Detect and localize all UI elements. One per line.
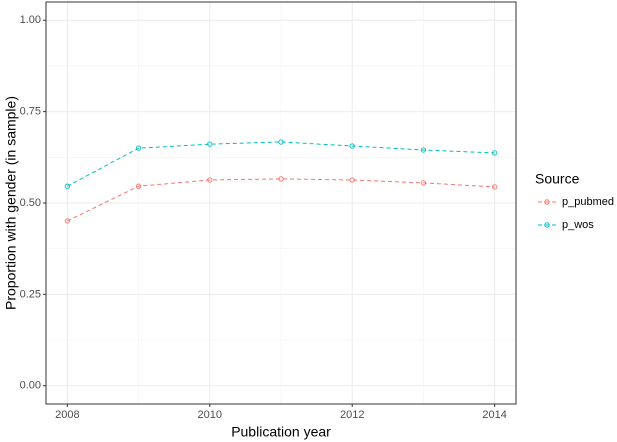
legend-key-point	[544, 222, 550, 228]
point	[64, 218, 71, 224]
point	[349, 143, 355, 149]
point	[420, 180, 427, 186]
y-tick-label: 1.00	[20, 14, 41, 26]
y-tick-label: 0.75	[20, 106, 41, 118]
series-line	[67, 178, 495, 222]
y-tick-label: 0.50	[20, 197, 41, 209]
legend-key-point	[544, 199, 550, 205]
point	[278, 176, 284, 182]
x-tick-label: 2014	[482, 409, 506, 421]
y-tick-label: 0.25	[20, 288, 41, 300]
point	[278, 139, 284, 145]
point	[491, 184, 498, 190]
x-tick-label: 2010	[198, 409, 222, 421]
point	[64, 183, 71, 189]
point	[135, 145, 142, 151]
legend-label: p_wos	[562, 219, 594, 231]
x-tick-label: 2008	[55, 409, 79, 421]
x-tick-label: 2012	[340, 409, 364, 421]
panel-border	[45, 1, 517, 405]
point	[135, 183, 142, 189]
point	[491, 150, 498, 156]
x-axis-title: Publication year	[231, 424, 331, 440]
point	[420, 147, 427, 153]
point	[349, 177, 355, 183]
point	[207, 141, 213, 147]
legend-title: Source	[535, 171, 580, 187]
y-axis-title: Proportion with gender (in sample)	[3, 96, 19, 310]
series-line	[67, 141, 495, 187]
y-tick-label: 0.00	[20, 380, 41, 392]
legend-label: p_pubmed	[562, 196, 614, 208]
point	[207, 177, 213, 183]
